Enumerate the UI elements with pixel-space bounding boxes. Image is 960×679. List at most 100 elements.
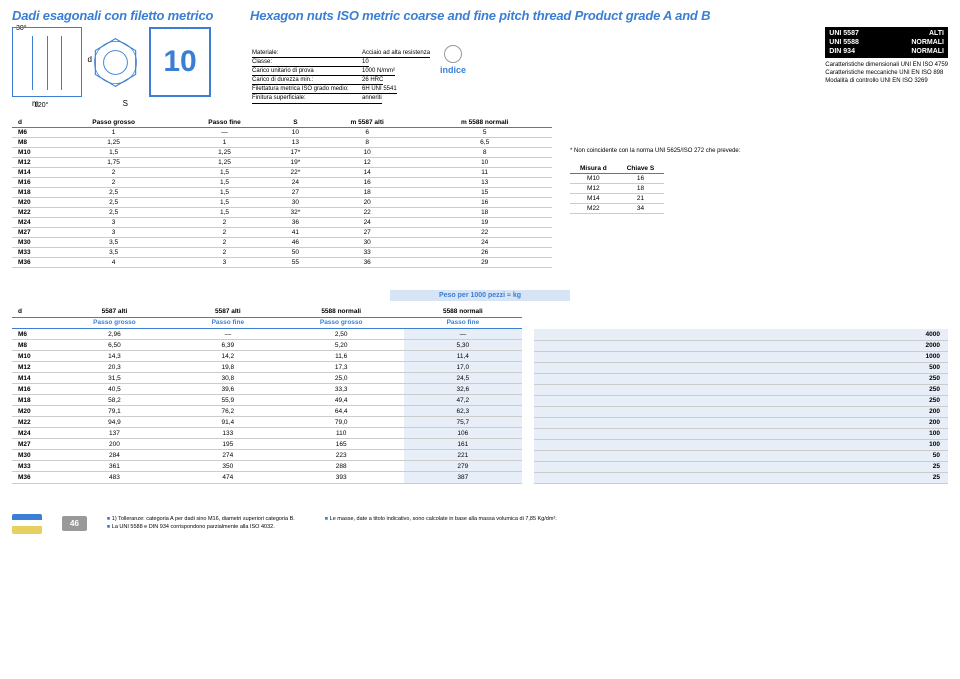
dim-cell: 46 [274,238,317,248]
wt-cell: 17,3 [279,362,404,373]
table-row: M202,51,5302016 [12,198,552,208]
dim-header: d [12,118,52,128]
side-header: Misura d [570,164,617,174]
table-row: M101,51,2517*108 [12,148,552,158]
mat-label: Classe: [252,58,362,67]
dim-cell: M22 [12,208,52,218]
table-row: 1000 [534,351,948,362]
wt-header: d [12,307,52,317]
dim-cell: 12 [317,158,417,168]
dim-header: m 5587 alti [317,118,417,128]
std-code: UNI 5587 [829,29,859,38]
dim-cell: 2 [175,218,274,228]
table-row: M3643553629 [12,258,552,268]
footnote-1a: 1) Tolleranze: categoria A per dadi sino… [107,516,295,523]
dim-cell: 4 [52,258,175,268]
wt-cell: 393 [279,472,404,483]
footnote-2: Le masse, date a titolo indicativo, sono… [325,516,557,523]
wt-cell: 221 [404,450,522,461]
wt-cell: 361 [52,461,177,472]
side-cell: M14 [570,194,617,204]
dim-cell: 3 [175,258,274,268]
wt-cell: 387 [404,472,522,483]
wt-cell: 6,39 [177,340,279,351]
dim-cell: M10 [12,148,52,158]
std-type: ALTI [929,29,944,38]
table-row: M2432362419 [12,218,552,228]
dim-cell: 3 [52,218,175,228]
indice-block[interactable]: indice [440,27,466,108]
logo-icon [12,514,42,534]
dim-cell: 10 [317,148,417,158]
dim-cell: 2 [52,168,175,178]
dim-cell: 30 [274,198,317,208]
wt-cell: M33 [12,461,52,472]
dim-cell: 14 [317,168,417,178]
wt-cell: 106 [404,428,522,439]
wt-cell: 25,0 [279,373,404,384]
dim-cell: 1 [52,128,175,138]
footnote-1b: La UNI 5588 e DIN 934 corrispondono parz… [107,524,295,531]
dim-cell: 10 [274,128,317,138]
wt-cell: M30 [12,450,52,461]
std-type: NORMALI [911,38,944,47]
dim-cell: 24 [317,218,417,228]
table-row: M2294,991,479,075,7 [12,417,522,428]
wt-cell: 14,2 [177,351,279,362]
dim-cell: M36 [12,258,52,268]
page-number: 46 [62,516,87,531]
dim-cell: 30 [317,238,417,248]
table-row: 250 [534,395,948,406]
material-block: Materiale:Acciaio ad alta resistenzaClas… [252,27,430,108]
wt-cell: 64,4 [279,406,404,417]
dim-cell: 17* [274,148,317,158]
wt-subheader: Passo fine [177,317,279,328]
dim-cell: 26 [417,248,552,258]
table-row: M182,51,5271815 [12,188,552,198]
dim-cell: 5 [417,128,552,138]
wt-cell: M10 [12,351,52,362]
diagram: 30° d 120° 10 m S [12,27,242,108]
dim-cell: 55 [274,258,317,268]
dim-cell: M16 [12,178,52,188]
weight-table: d5587 alti5587 alti5588 normali5588 norm… [12,307,522,484]
conf-cell: 4000 [534,329,948,340]
dim-cell: 1,75 [52,158,175,168]
wt-cell: 55,9 [177,395,279,406]
table-row: 25 [534,472,948,483]
table-row: 2000 [534,340,948,351]
side-cell: M22 [570,204,617,214]
dim-cell: 2 [52,178,175,188]
wt-cell: — [177,329,279,340]
mat-label: Carico di durezza min.: [252,76,362,85]
dim-cell: 22 [417,228,552,238]
side-cell: 34 [617,204,664,214]
mat-label: Filettatura metrica ISO grado medio: [252,85,362,94]
wt-header: 5587 alti [177,307,279,317]
wt-cell: 11,4 [404,351,522,362]
wt-cell: 79,0 [279,417,404,428]
std-note: Modalità di controllo UNI EN ISO 3269 [825,78,948,86]
grade-box: 10 [149,27,211,97]
conf-cell: 200 [534,406,948,417]
dim-cell: 24 [274,178,317,188]
dim-header: S [274,118,317,128]
wt-header: 5588 normali [404,307,522,317]
dim-cell: M6 [12,128,52,138]
wt-cell: M18 [12,395,52,406]
dim-cell: M14 [12,168,52,178]
angle-120: 120° [34,102,48,109]
side-header: Chiave S [617,164,664,174]
wt-cell: 284 [52,450,177,461]
wt-cell: 2,50 [279,329,404,340]
table-row: M24137133110106 [12,428,522,439]
wt-cell: M36 [12,472,52,483]
wt-cell: 2,96 [52,329,177,340]
title-right: Hexagon nuts ISO metric coarse and fine … [250,8,948,23]
wt-subheader [12,317,52,328]
wt-cell: 17,0 [404,362,522,373]
table-row: M1640,539,633,332,6 [12,384,522,395]
conf-cell: 100 [534,439,948,450]
dim-cell: M33 [12,248,52,258]
conf-cell: 1000 [534,351,948,362]
